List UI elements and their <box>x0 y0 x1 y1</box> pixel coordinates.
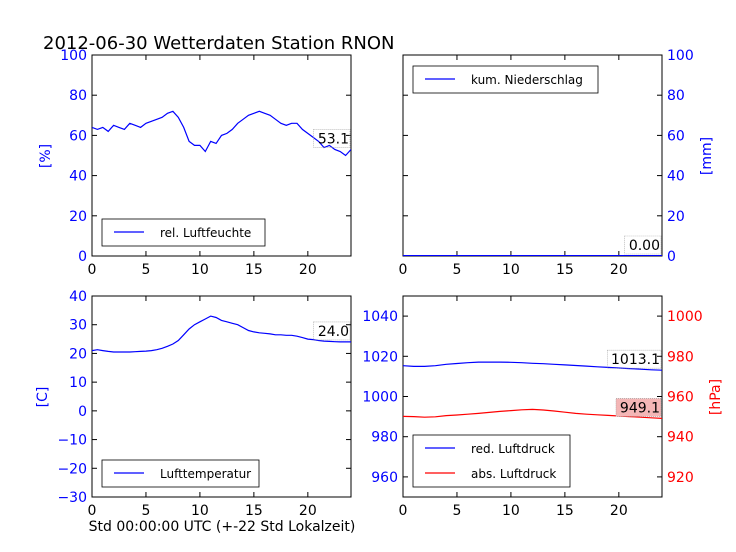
temperature-panel: [C] 0 5 10 15 20 −30 −20 −10 0 10 20 30 40 Lufttemper… <box>35 289 352 519</box>
precipitation-legend-label: kum. Niederschlag <box>471 73 583 87</box>
pressure-xtick-label: 10 <box>502 503 520 519</box>
pressure-annotation-box <box>615 398 662 417</box>
pressure-ytick-right-label: 1000 <box>667 309 703 325</box>
humidity-xtick-label: 10 <box>191 262 209 278</box>
temperature-ytick-label: 0 <box>78 404 87 420</box>
pressure-ytick-right-label: 980 <box>667 349 694 365</box>
humidity-xtick-label: 20 <box>299 262 317 278</box>
precipitation-annotation: 0.00 <box>629 238 660 254</box>
humidity-xtick-label: 15 <box>245 262 263 278</box>
temperature-series-line-0 <box>92 315 351 353</box>
humidity-annotation: 53.1 <box>318 131 349 147</box>
temperature-annotation: 24.0 <box>318 324 349 340</box>
pressure-ylabel: [hPa] <box>708 379 724 415</box>
humidity-legend-label: rel. Luftfeuchte <box>160 226 251 240</box>
shared-xlabel: Std 00:00:00 UTC (+-22 Std Lokalzeit) <box>89 519 356 535</box>
pressure-ytick-label: 980 <box>371 430 398 446</box>
humidity-xtick-label: 5 <box>141 262 150 278</box>
humidity-ytick-label: 80 <box>69 88 87 104</box>
temperature-ytick-label: −30 <box>57 490 87 506</box>
temperature-xtick-label: 5 <box>141 503 150 519</box>
humidity-annotation-box <box>313 129 351 148</box>
temperature-ytick-label: 10 <box>69 375 87 391</box>
pressure-legend-box <box>412 434 571 488</box>
pressure-ytick-label: 1000 <box>362 390 398 406</box>
precipitation-ytick-label: 100 <box>667 48 694 64</box>
precipitation-ytick-label: 40 <box>667 169 685 185</box>
temperature-xtick-label: 20 <box>299 503 317 519</box>
precipitation-xtick-label: 5 <box>452 262 461 278</box>
temperature-ytick-label: 30 <box>69 318 87 334</box>
precipitation-xtick-label: 0 <box>399 262 408 278</box>
temperature-legend-label: Lufttemperatur <box>160 467 251 481</box>
pressure-annotation: 949.1 <box>620 400 660 416</box>
humidity-ytick-label: 100 <box>60 48 87 64</box>
temperature-xtick-label: 0 <box>88 503 97 519</box>
pressure-ytick-label: 1040 <box>362 309 398 325</box>
humidity-panel: [%] 0 5 10 15 20 0 20 40 60 80 100 rel. Luftfeuchte… <box>38 48 352 278</box>
pressure-legend-label: red. Luftdruck <box>471 442 555 456</box>
temperature-ytick-label: 40 <box>69 289 87 305</box>
temperature-ytick-label: −20 <box>57 461 87 477</box>
precipitation-ytick-label: 80 <box>667 88 685 104</box>
humidity-ytick-label: 40 <box>69 169 87 185</box>
temperature-annotation-box <box>313 321 351 341</box>
pressure-ytick-right-label: 940 <box>667 430 694 446</box>
precipitation-ytick-label: 20 <box>667 209 685 225</box>
pressure-xtick-label: 0 <box>399 503 408 519</box>
temperature-xtick-label: 15 <box>245 503 263 519</box>
humidity-series-line-0 <box>92 110 351 157</box>
precipitation-annotation-box <box>624 235 662 255</box>
pressure-xtick-label: 5 <box>452 503 461 519</box>
humidity-ytick-label: 0 <box>78 249 87 265</box>
humidity-ylabel: [%] <box>38 144 54 168</box>
precipitation-xtick-label: 15 <box>556 262 574 278</box>
precipitation-xtick-label: 10 <box>502 262 520 278</box>
precipitation-panel: [mm] 0 5 10 15 20 0 20 40 60 80 100 kum. Niederschl… <box>399 48 715 278</box>
precipitation-ytick-label: 0 <box>667 249 676 265</box>
temperature-xtick-label: 10 <box>191 503 209 519</box>
pressure-xtick-label: 15 <box>556 503 574 519</box>
pressure-series-line-0 <box>403 361 662 371</box>
humidity-ytick-label: 60 <box>69 128 87 144</box>
temperature-ytick-label: −10 <box>57 433 87 449</box>
humidity-xtick-label: 0 <box>88 262 97 278</box>
pressure-panel: [hPa] 0 5 10 15 20 960 980 1000 1020 1040 920 940 96… <box>362 295 724 519</box>
temperature-plot-frame <box>91 295 352 498</box>
temperature-ytick-label: 20 <box>69 346 87 362</box>
humidity-plot-frame <box>91 54 352 257</box>
figure-title: 2012-06-30 Wetterdaten Station RNON <box>43 33 394 54</box>
precipitation-ylabel: [mm] <box>699 137 715 175</box>
pressure-ytick-right-label: 920 <box>667 470 694 486</box>
pressure-xtick-label: 20 <box>610 503 628 519</box>
pressure-annotation-box <box>607 349 662 369</box>
pressure-ytick-label: 960 <box>371 470 398 486</box>
pressure-legend-label: abs. Luftdruck <box>471 467 556 481</box>
temperature-ylabel: [C] <box>35 387 51 408</box>
humidity-ytick-label: 20 <box>69 209 87 225</box>
pressure-annotation: 1013.1 <box>611 352 660 368</box>
pressure-ytick-right-label: 960 <box>667 390 694 406</box>
pressure-ytick-label: 1020 <box>362 349 398 365</box>
precipitation-ytick-label: 60 <box>667 128 685 144</box>
precipitation-xtick-label: 20 <box>610 262 628 278</box>
